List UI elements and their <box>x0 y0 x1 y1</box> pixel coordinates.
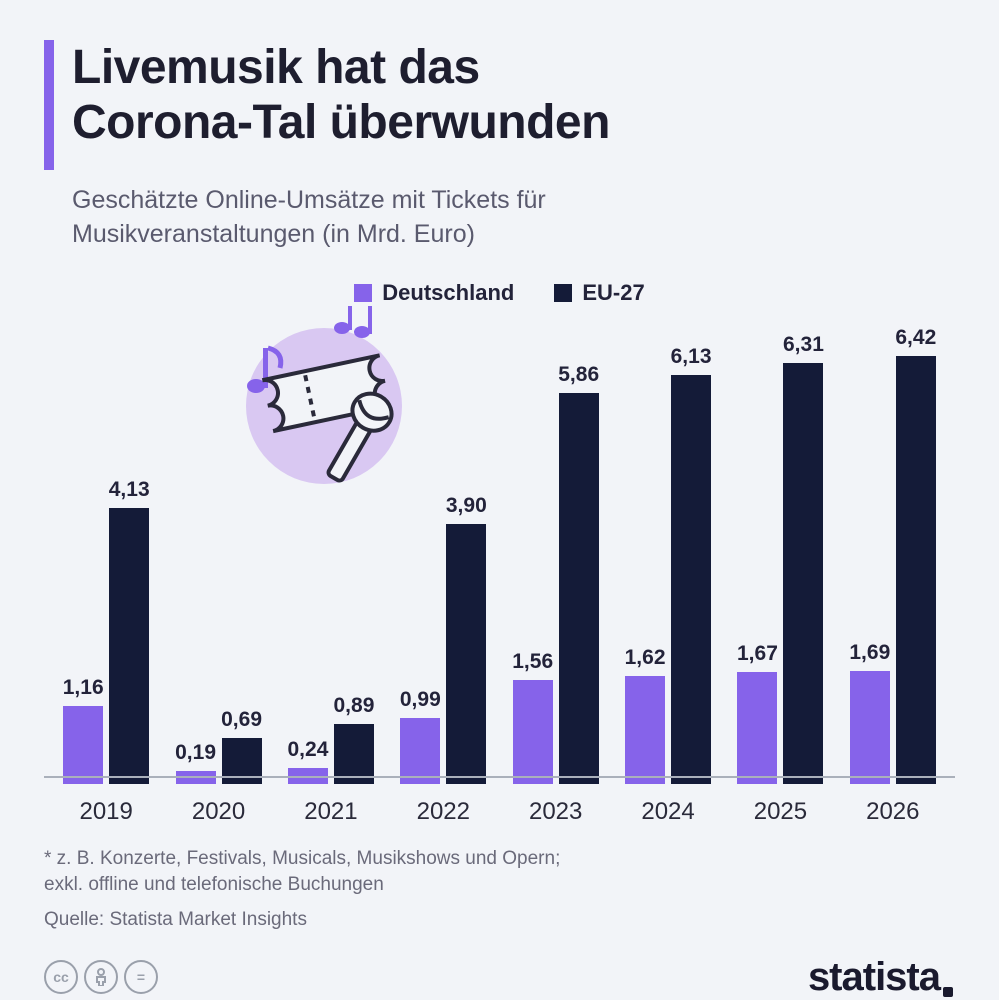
bar-value-label: 6,42 <box>895 326 936 350</box>
cc-nd-icon: = <box>124 960 158 994</box>
bar-series1: 1,69 <box>850 671 890 784</box>
bar-series1: 1,56 <box>513 680 553 784</box>
bar-pair: 1,164,13 <box>63 344 149 784</box>
title-line2: Corona-Tal überwunden <box>72 95 610 150</box>
swatch-germany <box>354 284 372 302</box>
chart-container: 1,164,1320190,190,6920200,240,8920210,99… <box>44 316 955 826</box>
bar-pair: 1,676,31 <box>737 344 823 784</box>
bar-value-label: 1,56 <box>512 650 553 674</box>
legend-label-germany: Deutschland <box>382 280 514 306</box>
header: Livemusik hat das Corona-Tal überwunden <box>44 40 955 170</box>
x-axis-label: 2025 <box>754 798 807 826</box>
footnote: * z. B. Konzerte, Festivals, Musicals, M… <box>44 846 955 899</box>
bar-series2: 3,90 <box>446 524 486 784</box>
chart-baseline <box>44 776 955 778</box>
bar-value-label: 1,67 <box>737 642 778 666</box>
x-axis-label: 2019 <box>79 798 132 826</box>
license-icons: cc = <box>44 960 158 994</box>
bar-value-label: 0,69 <box>221 708 262 732</box>
subtitle: Geschätzte Online-Umsätze mit Tickets fü… <box>72 184 672 252</box>
bar-series2: 6,31 <box>783 363 823 784</box>
legend-item-germany: Deutschland <box>354 280 514 306</box>
bar-value-label: 1,62 <box>625 646 666 670</box>
bar-value-label: 0,99 <box>400 688 441 712</box>
x-axis-label: 2020 <box>192 798 245 826</box>
bar-value-label: 6,13 <box>671 345 712 369</box>
bar-value-label: 5,86 <box>558 363 599 387</box>
x-axis-label: 2021 <box>304 798 357 826</box>
bar-value-label: 1,69 <box>849 641 890 665</box>
decoration-ticket-mic-icon <box>214 306 444 506</box>
bar-group: 1,696,42 2026 <box>837 344 949 826</box>
bar-series2: 4,13 <box>109 508 149 783</box>
bar-series1: 0,99 <box>400 718 440 784</box>
bar-series2: 6,42 <box>896 356 936 784</box>
cc-by-icon <box>84 960 118 994</box>
bar-series1: 1,67 <box>737 672 777 783</box>
bar-value-label: 0,19 <box>175 741 216 765</box>
swatch-eu27 <box>554 284 572 302</box>
bar-value-label: 6,31 <box>783 333 824 357</box>
bar-group: 1,676,31 2025 <box>724 344 836 826</box>
bar-series1: 1,62 <box>625 676 665 784</box>
bar-pair: 1,565,86 <box>513 344 599 784</box>
footer: cc = statista <box>44 955 955 1000</box>
legend-item-eu27: EU-27 <box>554 280 644 306</box>
brand-logo: statista <box>808 955 955 1000</box>
source-label: Quelle: Statista Market Insights <box>44 909 955 931</box>
bar-series1: 1,16 <box>63 706 103 783</box>
x-axis-label: 2026 <box>866 798 919 826</box>
title-line1: Livemusik hat das <box>72 40 610 95</box>
x-axis-label: 2024 <box>641 798 694 826</box>
bar-pair: 1,626,13 <box>625 344 711 784</box>
bar-chart: 1,164,1320190,190,6920200,240,8920210,99… <box>44 316 955 826</box>
bar-group: 1,164,132019 <box>50 344 162 826</box>
bar-pair: 1,696,42 <box>850 344 936 784</box>
bar-value-label: 0,24 <box>288 738 329 762</box>
bar-group: 1,565,862023 <box>500 344 612 826</box>
bar-group: 1,626,132024 <box>612 344 724 826</box>
bar-series2: 6,13 <box>671 375 711 784</box>
bar-value-label: 4,13 <box>109 478 150 502</box>
cc-icon: cc <box>44 960 78 994</box>
accent-bar <box>44 40 54 170</box>
bar-series2: 5,86 <box>559 393 599 784</box>
bar-value-label: 1,16 <box>63 676 104 700</box>
legend-label-eu27: EU-27 <box>582 280 644 306</box>
legend: Deutschland EU-27 <box>44 280 955 306</box>
x-axis-label: 2022 <box>417 798 470 826</box>
bar-value-label: 0,89 <box>334 694 375 718</box>
bar-value-label: 3,90 <box>446 494 487 518</box>
x-axis-label: 2023 <box>529 798 582 826</box>
